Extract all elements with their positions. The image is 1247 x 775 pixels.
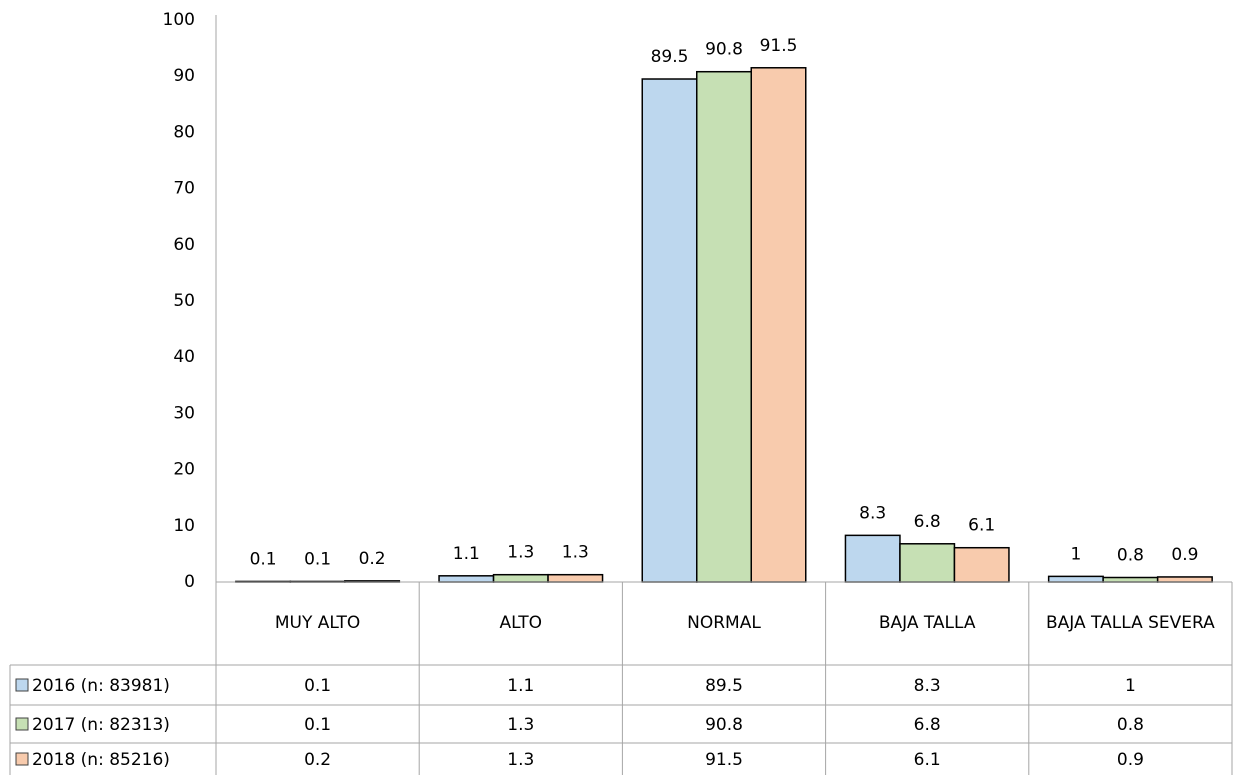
x-tick-label-box: ALTO bbox=[499, 612, 543, 633]
data-label: 1 bbox=[1070, 544, 1081, 564]
table-cell: 0.2 bbox=[304, 750, 331, 770]
table-cell: 1 bbox=[1125, 676, 1136, 696]
x-tick-label: MUY ALTO bbox=[274, 612, 361, 633]
table-cell: 90.8 bbox=[705, 715, 743, 735]
data-label: 0.2 bbox=[359, 549, 386, 569]
y-tick-label: 70 bbox=[173, 179, 195, 199]
table-cell: 1.3 bbox=[507, 750, 534, 770]
legend-swatch bbox=[15, 678, 29, 692]
y-tick-label: 60 bbox=[173, 235, 195, 255]
y-tick-label: 80 bbox=[173, 122, 195, 142]
x-tick-label-box: BAJA TALLA SEVERA bbox=[1046, 612, 1215, 633]
table-cell: 0.1 bbox=[304, 676, 331, 696]
table-cell: 1.1 bbox=[507, 676, 534, 696]
table-cell: 6.1 bbox=[914, 750, 941, 770]
data-label: 91.5 bbox=[760, 36, 798, 56]
bar bbox=[547, 573, 604, 583]
x-tick-label-box: MUY ALTO bbox=[274, 612, 361, 633]
x-tick-label: NORMAL bbox=[687, 612, 761, 633]
data-label: 8.3 bbox=[859, 503, 886, 523]
y-tick-label: 0 bbox=[184, 572, 195, 592]
table-cell: 91.5 bbox=[705, 750, 743, 770]
legend-label: 2018 (n: 85216) bbox=[32, 750, 170, 770]
bar bbox=[641, 78, 698, 583]
table-cell: 1.3 bbox=[507, 715, 534, 735]
data-label: 6.8 bbox=[914, 512, 941, 532]
data-label: 1.3 bbox=[562, 543, 589, 563]
x-tick-label: ALTO bbox=[499, 612, 543, 633]
data-label: 89.5 bbox=[651, 47, 689, 67]
y-tick-label: 10 bbox=[173, 516, 195, 536]
bar bbox=[953, 546, 1010, 583]
bar bbox=[1156, 576, 1213, 583]
table-cell: 6.8 bbox=[914, 715, 941, 735]
table-cell: 0.1 bbox=[304, 715, 331, 735]
bar bbox=[899, 543, 956, 583]
data-label: 90.8 bbox=[705, 40, 743, 60]
y-tick-label: 20 bbox=[173, 460, 195, 480]
x-tick-label: BAJA TALLA bbox=[878, 612, 976, 633]
x-tick-label-box: NORMAL bbox=[687, 612, 761, 633]
table-cell: 89.5 bbox=[705, 676, 743, 696]
data-label: 1.3 bbox=[507, 543, 534, 563]
table-cell: 0.8 bbox=[1117, 715, 1144, 735]
legend-label: 2016 (n: 83981) bbox=[32, 676, 170, 696]
y-tick-label: 90 bbox=[173, 66, 195, 86]
data-label: 0.9 bbox=[1171, 545, 1198, 565]
data-label: 0.1 bbox=[304, 549, 331, 569]
data-label: 6.1 bbox=[968, 516, 995, 536]
y-tick-label: 100 bbox=[163, 10, 195, 30]
bar bbox=[1047, 575, 1104, 583]
legend-swatch bbox=[15, 717, 29, 731]
y-tick-label: 30 bbox=[173, 403, 195, 423]
x-tick-label-box: BAJA TALLA bbox=[878, 612, 976, 633]
legend-swatch bbox=[15, 752, 29, 766]
data-label: 0.8 bbox=[1117, 546, 1144, 566]
bar bbox=[1102, 576, 1159, 583]
bar bbox=[750, 67, 807, 583]
table-cell: 8.3 bbox=[914, 676, 941, 696]
bar bbox=[696, 70, 752, 583]
bar bbox=[492, 573, 549, 583]
legend-label: 2017 (n: 82313) bbox=[32, 715, 170, 735]
bar bbox=[438, 575, 495, 583]
table-cell: 0.9 bbox=[1117, 750, 1144, 770]
data-label: 1.1 bbox=[453, 544, 480, 564]
y-tick-label: 40 bbox=[173, 347, 195, 367]
x-tick-label: BAJA TALLA SEVERA bbox=[1046, 612, 1215, 633]
data-label: 0.1 bbox=[250, 549, 277, 569]
bar bbox=[844, 534, 901, 583]
y-tick-label: 50 bbox=[173, 291, 195, 311]
